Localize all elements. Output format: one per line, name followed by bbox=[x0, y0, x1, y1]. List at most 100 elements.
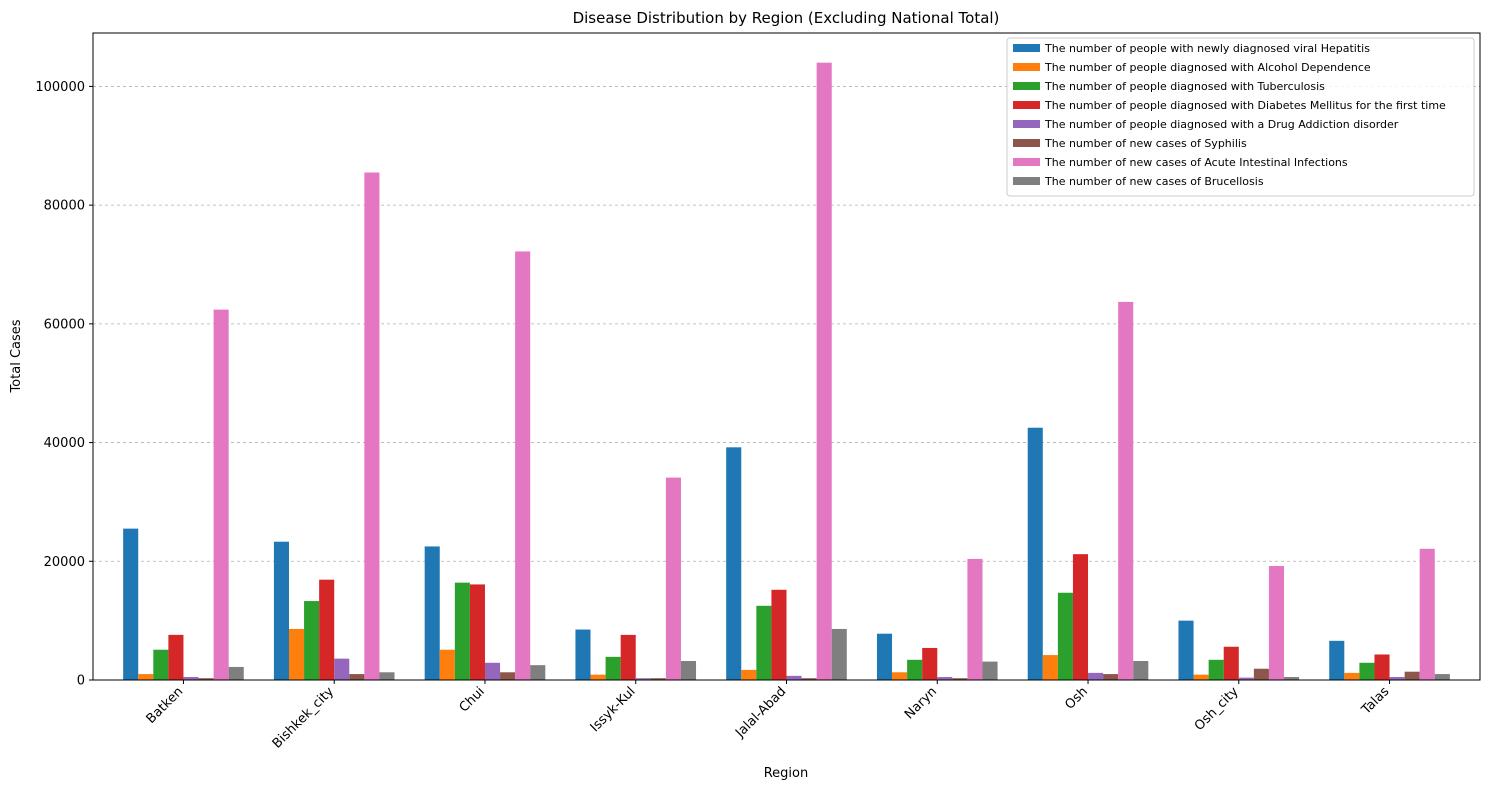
bar bbox=[500, 672, 516, 680]
bar bbox=[1389, 677, 1405, 680]
bar bbox=[153, 649, 169, 680]
bar bbox=[1284, 677, 1300, 680]
bar bbox=[213, 309, 229, 680]
bar bbox=[1238, 677, 1254, 680]
bar bbox=[1193, 674, 1209, 680]
x-axis: Batken Bishkek_city Chui Issyk-Kul Jalal-Aba… bbox=[144, 680, 1393, 752]
bar bbox=[1419, 548, 1435, 680]
y-tick-label: 40000 bbox=[44, 436, 85, 451]
legend-entry: The number of people diagnosed with Alco… bbox=[1044, 61, 1371, 74]
bar bbox=[454, 582, 470, 680]
bar bbox=[650, 678, 666, 680]
legend-entry: The number of people diagnosed with Diab… bbox=[1044, 99, 1446, 112]
bar bbox=[952, 678, 968, 680]
bar bbox=[982, 661, 998, 680]
legend-frame bbox=[1006, 37, 1475, 197]
bar bbox=[364, 172, 380, 680]
legend-swatch bbox=[1013, 101, 1040, 109]
bar bbox=[273, 541, 289, 680]
x-tick-label: Jalal-Abad bbox=[732, 684, 789, 741]
y-axis-label: Total Cases bbox=[9, 319, 24, 393]
x-tick-label: Bishkek_city bbox=[270, 684, 338, 752]
bar bbox=[635, 678, 651, 680]
bar bbox=[1404, 671, 1420, 680]
x-tick-label: Osh bbox=[1062, 684, 1090, 712]
bar bbox=[726, 447, 742, 680]
bar bbox=[334, 658, 350, 680]
bar bbox=[484, 662, 501, 680]
legend-swatch bbox=[1013, 158, 1040, 166]
bar bbox=[771, 589, 787, 680]
bar bbox=[741, 669, 757, 680]
x-tick-label: Issyk-Kul bbox=[588, 684, 639, 735]
x-tick-label: Osh_city bbox=[1192, 684, 1242, 734]
bar bbox=[1329, 640, 1345, 680]
y-tick-label: 100000 bbox=[35, 80, 85, 95]
legend-entry: The number of new cases of Syphilis bbox=[1044, 137, 1247, 150]
bar bbox=[1253, 668, 1269, 680]
bar bbox=[379, 672, 395, 680]
bar bbox=[922, 647, 938, 680]
bar bbox=[288, 628, 305, 680]
bar bbox=[590, 674, 606, 680]
legend-swatch bbox=[1013, 44, 1040, 52]
legend-swatch bbox=[1013, 139, 1040, 147]
legend-swatch bbox=[1013, 177, 1040, 185]
bar bbox=[816, 62, 832, 681]
chart-title: Disease Distribution by Region (Excludin… bbox=[573, 9, 1000, 27]
bar bbox=[123, 528, 139, 680]
bar bbox=[831, 628, 847, 680]
y-axis: 0 20000 40000 60000 80000 100000 bbox=[35, 80, 93, 689]
bar bbox=[228, 666, 244, 680]
bar bbox=[439, 649, 455, 680]
bar bbox=[138, 674, 154, 680]
bar bbox=[515, 251, 531, 680]
bar bbox=[620, 634, 636, 680]
bar bbox=[1027, 427, 1043, 680]
bar bbox=[183, 677, 199, 680]
bar bbox=[424, 546, 440, 680]
bar bbox=[892, 672, 908, 680]
y-tick-label: 20000 bbox=[44, 555, 85, 570]
x-tick-label: Naryn bbox=[902, 684, 940, 722]
x-tick-label: Batken bbox=[144, 684, 187, 727]
legend-entry: The number of new cases of Acute Intesti… bbox=[1044, 156, 1348, 169]
x-axis-label: Region bbox=[764, 766, 809, 781]
bar bbox=[1072, 554, 1089, 680]
bar bbox=[967, 558, 983, 680]
bar bbox=[1118, 301, 1134, 680]
legend-entry: The number of new cases of Brucellosis bbox=[1044, 175, 1264, 188]
y-tick-label: 0 bbox=[77, 674, 85, 689]
bar bbox=[1133, 661, 1149, 680]
bar bbox=[1359, 662, 1375, 680]
bar bbox=[349, 674, 365, 680]
bar bbox=[1223, 646, 1239, 680]
legend-swatch bbox=[1013, 82, 1040, 90]
x-tick-label: Chui bbox=[457, 684, 488, 715]
bar bbox=[1103, 674, 1119, 680]
bar bbox=[1088, 672, 1104, 680]
legend-swatch bbox=[1013, 63, 1040, 71]
bar bbox=[1268, 566, 1285, 680]
bar bbox=[1178, 620, 1194, 680]
bars bbox=[123, 62, 1450, 681]
bar bbox=[801, 678, 817, 680]
bar bbox=[1208, 659, 1224, 680]
bar bbox=[1042, 655, 1058, 680]
x-tick-label: Talas bbox=[1358, 684, 1392, 718]
bar bbox=[168, 634, 184, 680]
y-tick-label: 80000 bbox=[44, 199, 85, 214]
legend-swatch bbox=[1013, 120, 1040, 128]
bar bbox=[605, 656, 621, 680]
legend-entry: The number of people diagnosed with a Dr… bbox=[1044, 118, 1399, 131]
bar bbox=[304, 601, 320, 680]
bar bbox=[1374, 654, 1390, 680]
legend-entry: The number of people with newly diagnose… bbox=[1044, 42, 1370, 55]
legend-entry: The number of people diagnosed with Tube… bbox=[1044, 80, 1325, 93]
bar bbox=[756, 605, 772, 680]
legend: The number of people with newly diagnose… bbox=[1006, 37, 1475, 197]
bar bbox=[1344, 672, 1360, 680]
bar bbox=[937, 677, 953, 680]
y-tick-label: 60000 bbox=[44, 317, 85, 332]
